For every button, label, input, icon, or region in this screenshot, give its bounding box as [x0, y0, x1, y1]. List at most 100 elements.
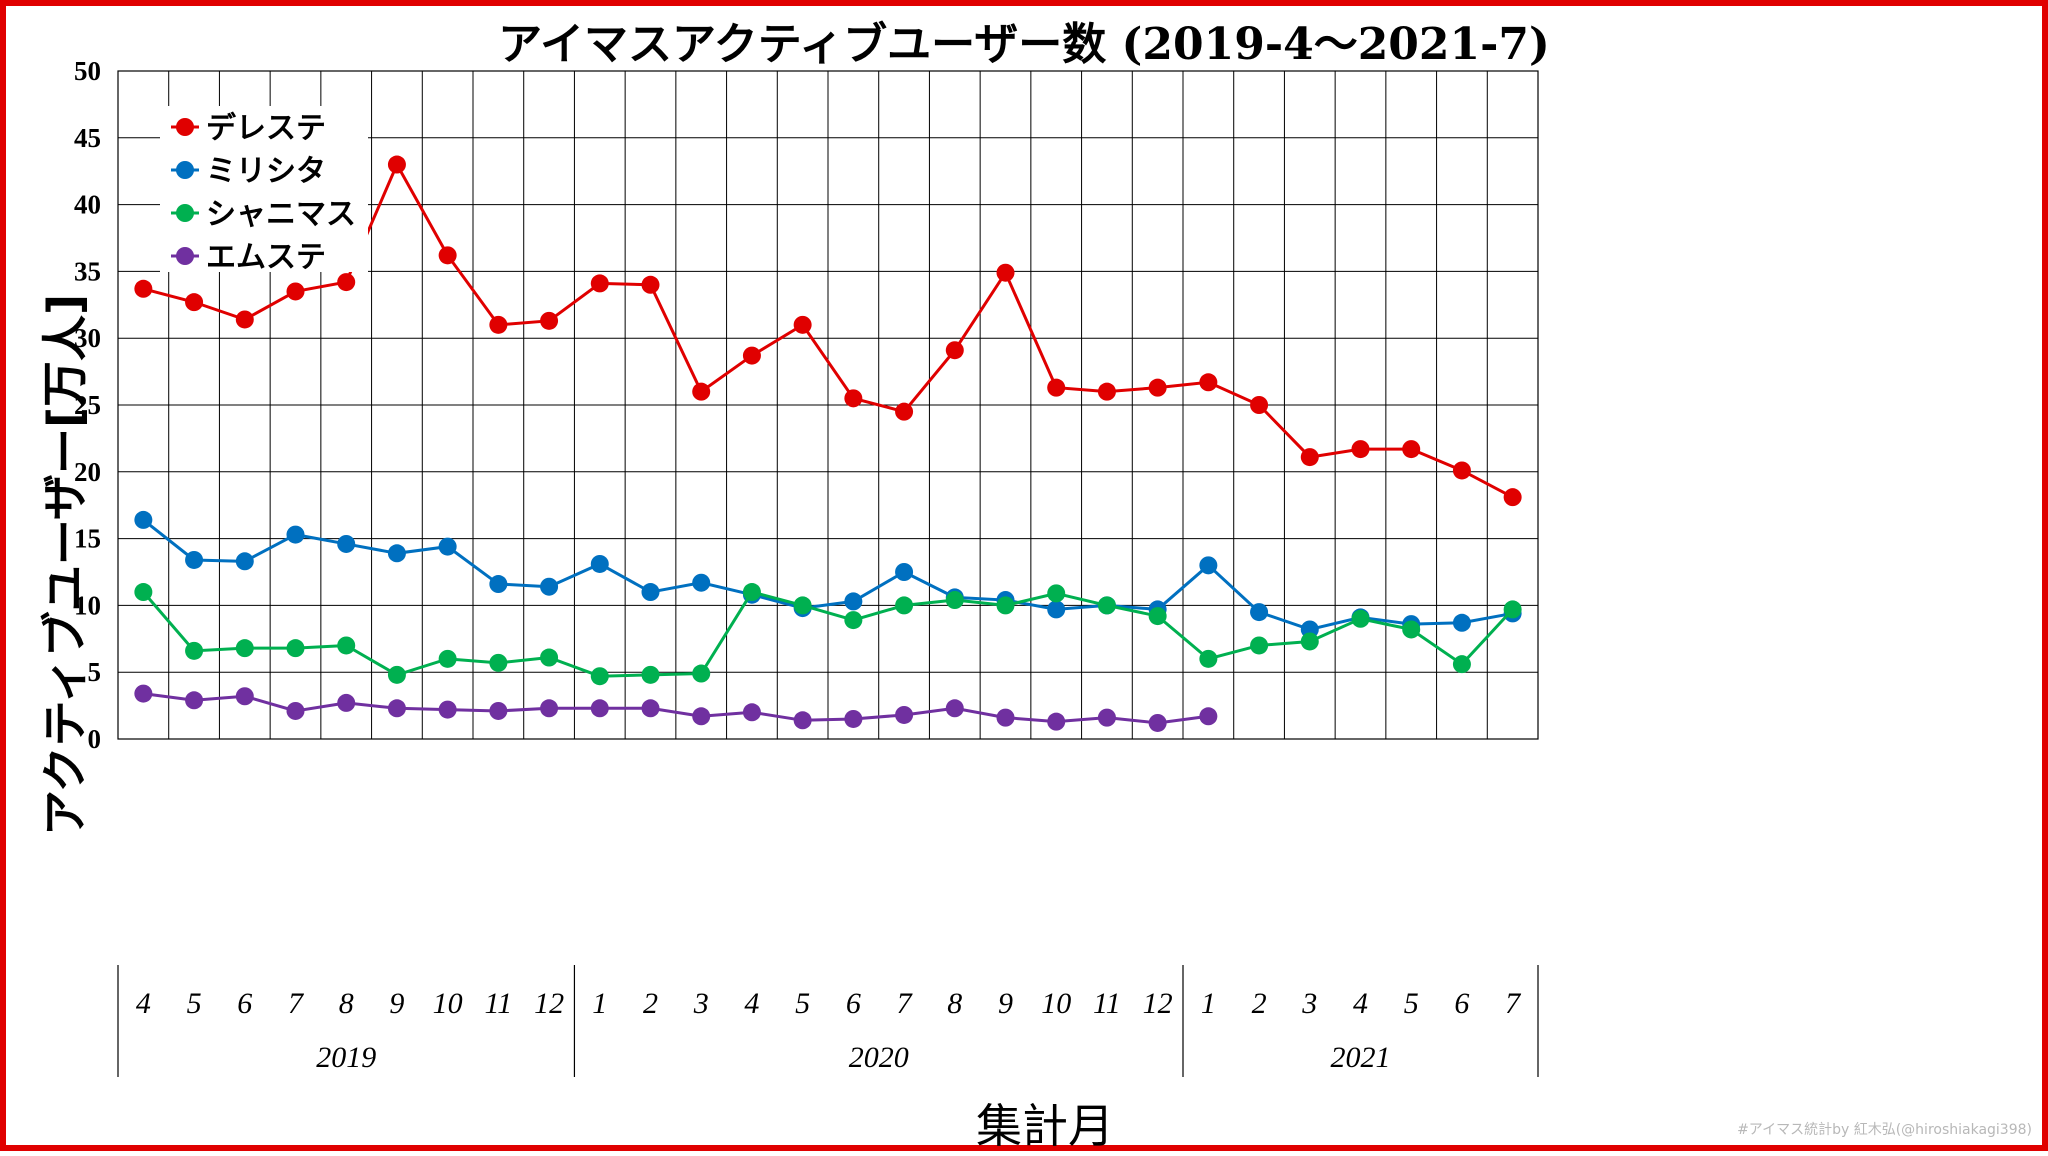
x-tick-label: 6 — [1454, 987, 1469, 1020]
legend-box — [160, 106, 368, 272]
data-point — [590, 274, 609, 293]
data-point — [1047, 712, 1066, 731]
data-point — [1503, 600, 1522, 619]
data-point — [134, 279, 153, 298]
data-point — [742, 346, 761, 365]
data-point — [692, 664, 711, 683]
data-point — [1503, 488, 1522, 507]
y-tick-label: 5 — [88, 657, 102, 687]
series-line — [142, 518, 1513, 632]
data-point — [286, 525, 305, 544]
data-point — [1199, 373, 1218, 392]
data-point — [387, 155, 406, 174]
y-tick-label: 40 — [74, 190, 101, 220]
data-point — [387, 544, 406, 563]
data-point — [945, 341, 964, 360]
data-point — [641, 665, 660, 684]
legend-marker — [176, 161, 194, 179]
data-point — [438, 649, 457, 668]
data-point — [742, 703, 761, 722]
data-point — [1097, 596, 1116, 615]
y-tick-label: 15 — [74, 524, 101, 554]
data-point — [235, 687, 254, 706]
series-エムステ — [134, 684, 1218, 732]
data-point — [1402, 620, 1421, 639]
y-tick-label: 50 — [74, 56, 101, 86]
data-point — [590, 554, 609, 573]
data-point — [185, 550, 204, 569]
y-tick-label: 20 — [74, 457, 101, 487]
data-point — [489, 315, 508, 334]
data-point — [337, 693, 356, 712]
x-tick-label: 6 — [237, 987, 252, 1020]
legend-marker — [176, 118, 194, 136]
data-point — [286, 282, 305, 301]
data-point — [1199, 649, 1218, 668]
data-point — [793, 315, 812, 334]
x-tick-label: 11 — [484, 987, 512, 1020]
data-point — [692, 573, 711, 592]
data-point — [895, 402, 914, 421]
data-point — [134, 684, 153, 703]
data-point — [641, 583, 660, 602]
data-point — [1199, 707, 1218, 726]
x-tick-label: 12 — [534, 987, 564, 1020]
x-tick-label: 9 — [998, 987, 1013, 1020]
data-point — [540, 311, 559, 330]
data-point — [185, 691, 204, 710]
data-point — [996, 263, 1015, 282]
year-label: 2021 — [1331, 1041, 1391, 1074]
data-point — [1452, 655, 1471, 674]
data-point — [1250, 636, 1269, 655]
data-point — [793, 596, 812, 615]
data-point — [844, 611, 863, 630]
y-tick-label: 45 — [74, 123, 101, 153]
series-line — [142, 590, 1514, 678]
data-point — [235, 310, 254, 329]
data-point — [235, 552, 254, 571]
chart-title: アイマスアクティブユーザー数 (2019-4～2021-7) — [498, 19, 1550, 70]
data-point — [1300, 448, 1319, 467]
x-tick-label: 10 — [433, 987, 463, 1020]
data-point — [1250, 396, 1269, 414]
data-point — [134, 510, 153, 529]
x-tick-label: 4 — [1353, 987, 1368, 1020]
data-point — [895, 705, 914, 724]
x-tick-label: 2 — [1252, 987, 1267, 1020]
x-tick-label: 12 — [1143, 987, 1173, 1020]
data-point — [996, 708, 1015, 727]
x-tick-label: 2 — [643, 987, 658, 1020]
data-point — [1402, 440, 1421, 459]
x-tick-label: 3 — [1301, 987, 1317, 1020]
series-layer — [134, 155, 1522, 732]
data-point — [793, 711, 812, 730]
data-point — [489, 701, 508, 720]
data-point — [742, 583, 761, 602]
x-tick-label: 8 — [947, 987, 962, 1020]
x-tick-label: 3 — [693, 987, 709, 1020]
x-tick-label: 7 — [288, 987, 305, 1020]
x-tick-label: 1 — [592, 987, 607, 1020]
year-label: 2020 — [849, 1041, 909, 1074]
y-tick-label: 0 — [88, 724, 102, 754]
data-point — [590, 699, 609, 718]
legend-marker — [176, 204, 194, 222]
x-tick-label: 5 — [1404, 987, 1419, 1020]
data-point — [438, 537, 457, 556]
series-デレステ — [134, 155, 1522, 507]
x-tick-label: 9 — [389, 987, 404, 1020]
data-point — [337, 534, 356, 553]
data-point — [1452, 613, 1471, 632]
data-point — [489, 575, 508, 594]
watermark: #アイマス統計by 紅木弘(@hiroshiakagi398) — [1737, 1122, 2032, 1138]
year-label: 2019 — [316, 1041, 376, 1074]
x-tick-label: 11 — [1093, 987, 1121, 1020]
legend-marker — [176, 247, 194, 265]
data-point — [1047, 600, 1066, 619]
data-point — [1097, 382, 1116, 401]
data-point — [185, 293, 204, 312]
data-point — [540, 577, 559, 596]
x-tick-label: 4 — [136, 987, 151, 1020]
